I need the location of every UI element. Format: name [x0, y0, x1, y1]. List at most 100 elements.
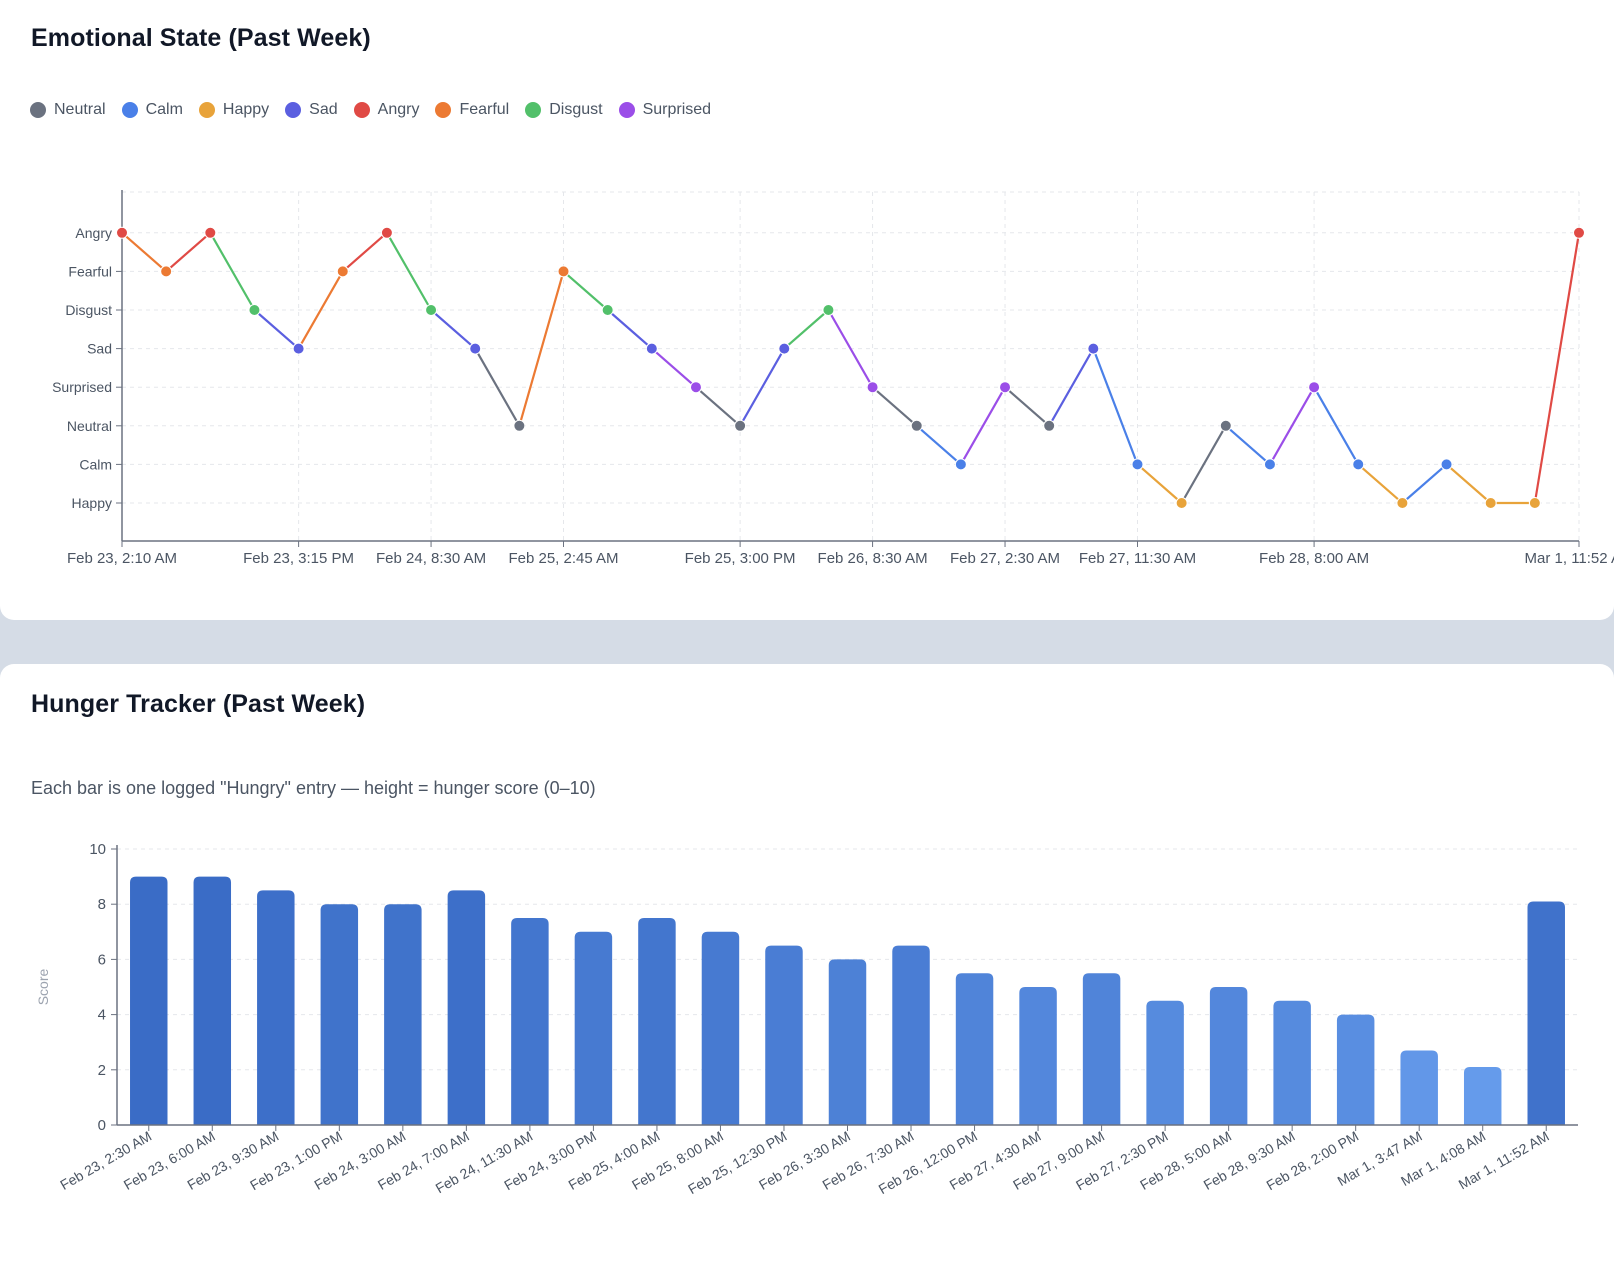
bar — [574, 931, 613, 1125]
legend-item-neutral[interactable]: Neutral — [30, 101, 106, 119]
series-segment — [165, 231, 212, 273]
series-segment — [429, 308, 477, 350]
emotion-card: Emotional State (Past Week) Neutral Calm H… — [0, 0, 1614, 620]
series-segment — [297, 270, 344, 350]
bar — [1082, 973, 1121, 1125]
series-segment — [1312, 386, 1360, 466]
legend-swatch — [30, 102, 46, 118]
data-point-neutral — [1219, 419, 1232, 432]
bar — [1527, 901, 1565, 1125]
series-segment — [1357, 463, 1404, 505]
series-segment — [385, 231, 433, 312]
data-point-fearful — [160, 265, 173, 278]
legend-label: Disgust — [549, 101, 603, 118]
data-point-fearful — [336, 265, 349, 278]
bar — [193, 876, 232, 1125]
series-segment — [1136, 463, 1183, 505]
y-tick-label: Happy — [72, 495, 112, 511]
bar — [828, 959, 867, 1125]
legend-item-angry[interactable]: Angry — [353, 101, 419, 119]
series-segment — [827, 308, 874, 389]
series-segment — [120, 231, 168, 273]
series-segment — [253, 308, 300, 350]
y-tick-label: 0 — [98, 1117, 106, 1134]
data-point-happy — [1175, 497, 1188, 509]
data-point-fearful — [557, 265, 570, 278]
data-point-neutral — [513, 419, 526, 432]
y-tick-label: 8 — [98, 896, 106, 913]
bar — [1400, 1050, 1438, 1125]
legend-label: Surprised — [642, 101, 712, 118]
x-tick-label: Feb 23, 2:10 AM — [67, 550, 177, 567]
series-segment — [694, 386, 742, 427]
hunger-chart-title: Hunger Tracker (Past Week) — [31, 690, 366, 718]
series-segment — [959, 386, 1007, 466]
legend-item-calm[interactable]: Calm — [121, 101, 183, 119]
data-point-sad — [778, 342, 791, 355]
legend-item-sad[interactable]: Sad — [285, 101, 338, 119]
legend-item-happy[interactable]: Happy — [198, 101, 269, 119]
x-tick-label: Feb 23, 3:15 PM — [243, 550, 354, 567]
data-point-sad — [292, 342, 305, 355]
y-tick-label: 6 — [98, 951, 106, 968]
series-segment — [606, 308, 653, 350]
y-tick-label: Sad — [87, 341, 112, 357]
series-segment — [739, 347, 786, 427]
emotion-line-chart: Happy Calm Neutral Surprised Sad Disgust Fearf… — [52, 190, 1614, 567]
data-point-calm — [1352, 458, 1365, 471]
data-point-angry — [116, 226, 128, 239]
bar — [1463, 1067, 1502, 1125]
y-axis-label: Score — [35, 969, 51, 1006]
y-tick-label: Fearful — [68, 263, 112, 279]
legend-swatch — [353, 102, 370, 118]
data-point-angry — [204, 226, 217, 239]
bar — [701, 931, 740, 1125]
x-tick-label: Mar 1, 11:52 AM — [1525, 550, 1614, 567]
data-point-sad — [469, 342, 482, 355]
data-point-sad — [645, 342, 658, 355]
series-segment — [1533, 231, 1581, 505]
data-point-calm — [1263, 458, 1276, 471]
y-tick-label: Neutral — [67, 418, 112, 434]
data-point-sad — [1087, 342, 1100, 355]
series-segment — [783, 308, 830, 350]
series-segment — [474, 347, 521, 427]
data-point-surprised — [1308, 381, 1321, 394]
bar — [1273, 1000, 1311, 1125]
y-tick-label: 2 — [98, 1062, 106, 1079]
series-segment — [1445, 463, 1492, 505]
legend-label: Neutral — [54, 101, 106, 118]
bar — [1336, 1014, 1375, 1125]
data-point-angry — [380, 226, 393, 239]
legend-item-surprised[interactable]: Surprised — [618, 101, 712, 119]
legend-item-fearful[interactable]: Fearful — [435, 101, 509, 119]
series-segment — [562, 270, 609, 312]
data-point-disgust — [425, 304, 438, 316]
data-point-calm — [1440, 458, 1453, 471]
data-point-disgust — [601, 304, 614, 316]
y-tick-label: Calm — [79, 456, 112, 472]
bar — [130, 876, 168, 1125]
x-tick-label: Feb 24, 8:30 AM — [376, 550, 486, 567]
hunger-chart-subtitle: Each bar is one logged "Hungry" entry — … — [31, 778, 596, 798]
data-point-calm — [954, 458, 967, 471]
legend-swatch — [198, 102, 215, 118]
data-point-happy — [1396, 497, 1409, 509]
data-point-neutral — [734, 419, 747, 432]
data-point-happy — [1484, 497, 1497, 509]
y-tick-label: Angry — [75, 225, 112, 241]
y-tick-label: 10 — [89, 844, 106, 858]
series-segment — [1092, 347, 1139, 466]
hunger-card: Hunger Tracker (Past Week) Each bar is o… — [0, 664, 1614, 1268]
series-segment — [209, 231, 256, 312]
legend-swatch — [435, 102, 452, 118]
legend-item-disgust[interactable]: Disgust — [525, 101, 603, 119]
x-tick-label: Feb 25, 2:45 AM — [508, 550, 618, 567]
bar — [447, 890, 486, 1125]
bar — [511, 918, 549, 1125]
data-point-angry — [1573, 226, 1585, 239]
legend-label: Fearful — [459, 101, 510, 118]
data-point-surprised — [866, 381, 879, 394]
bar — [1019, 987, 1057, 1125]
data-point-neutral — [1043, 419, 1056, 432]
